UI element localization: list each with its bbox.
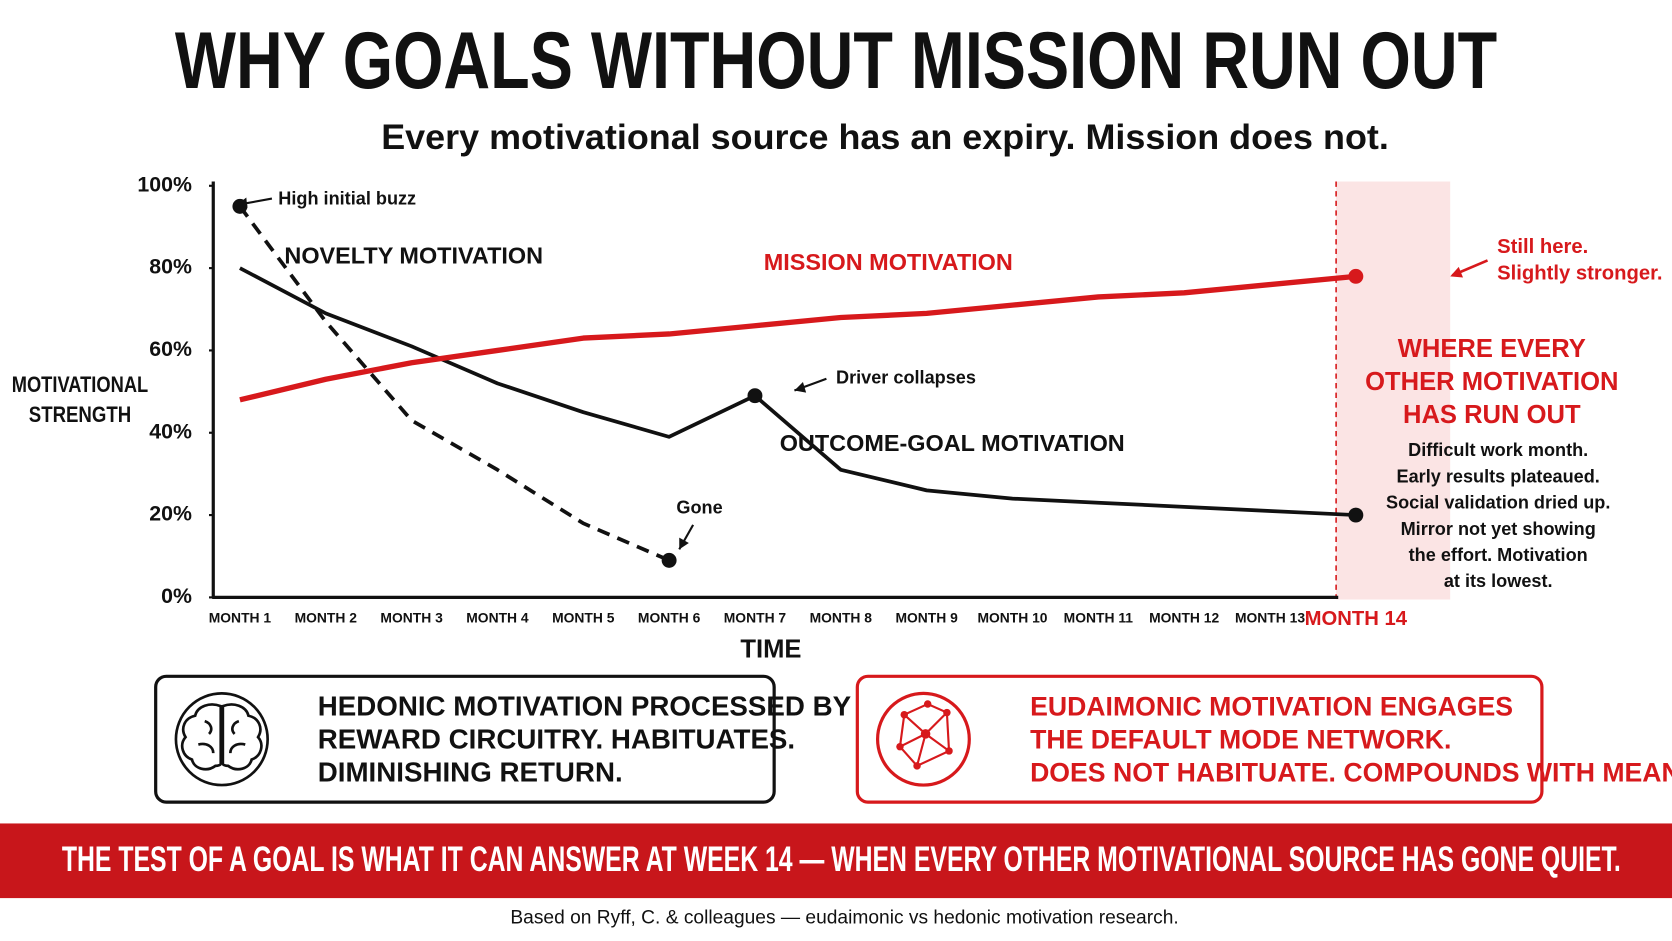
point bbox=[747, 388, 763, 404]
zone-note: at its lowest. bbox=[1444, 571, 1553, 591]
panel-text: EUDAIMONIC MOTIVATION ENGAGES bbox=[1030, 691, 1513, 721]
zone-notes: WHERE EVERY OTHER MOTIVATION HAS RUN OUT Di… bbox=[1365, 335, 1618, 591]
series-label: MISSION MOTIVATION bbox=[764, 249, 1013, 275]
footnote: Based on Ryff, C. & colleagues — eudaimo… bbox=[510, 907, 1178, 928]
y-tick-label: 20% bbox=[149, 502, 192, 526]
series-label: OUTCOME-GOAL MOTIVATION bbox=[780, 430, 1125, 456]
point bbox=[661, 552, 677, 568]
annotation: Driver collapses bbox=[836, 368, 976, 388]
panel-text: DOES NOT HABITUATE. COMPOUNDS WITH MEANI… bbox=[1030, 757, 1672, 787]
x-tick-label: MONTH 3 bbox=[380, 609, 443, 625]
x-tick-label: MONTH 8 bbox=[810, 609, 873, 625]
x-tick-label: MONTH 7 bbox=[724, 609, 787, 625]
brain-icon bbox=[174, 692, 269, 787]
zone-title: HAS RUN OUT bbox=[1403, 401, 1581, 429]
x-tick-label: MONTH 4 bbox=[466, 609, 529, 625]
panel-text: REWARD CIRCUITRY. HABITUATES. bbox=[318, 724, 795, 755]
annotation: Still here. bbox=[1497, 236, 1588, 258]
x-tick-label: MONTH 6 bbox=[638, 609, 701, 625]
series-label: NOVELTY MOTIVATION bbox=[284, 242, 543, 268]
eudaimonic-panel bbox=[855, 674, 1544, 804]
series-line bbox=[239, 266, 1356, 517]
y-tick-label: 40% bbox=[149, 419, 192, 443]
x-tick-label: MONTH 9 bbox=[895, 609, 958, 625]
arrowhead bbox=[794, 381, 807, 393]
arrowhead bbox=[679, 537, 689, 550]
zone-note: Social validation dried up. bbox=[1386, 493, 1610, 513]
y-tick-label: 80% bbox=[149, 255, 192, 279]
subtitle: Every motivational source has an expiry.… bbox=[381, 118, 1389, 157]
x-tick-label: MONTH 11 bbox=[1064, 609, 1134, 625]
panel-text: THE DEFAULT MODE NETWORK. bbox=[1030, 724, 1451, 754]
banner bbox=[0, 823, 1672, 899]
annotation: High initial buzz bbox=[278, 188, 416, 208]
panel-text: HEDONIC MOTIVATION PROCESSED BY bbox=[318, 691, 852, 722]
annotation: Gone bbox=[676, 498, 722, 518]
zone-note: Mirror not yet showing bbox=[1401, 519, 1596, 539]
y-tick-label: 60% bbox=[149, 337, 192, 361]
x-tick-label: MONTH 13 bbox=[1235, 609, 1305, 625]
y-tick-label: 100% bbox=[137, 172, 192, 196]
x-tick-label: MONTH 2 bbox=[295, 609, 358, 625]
x-axis-label: TIME bbox=[740, 635, 801, 663]
point bbox=[1348, 268, 1364, 284]
title: WHY GOALS WITHOUT MISSION RUN OUT bbox=[175, 16, 1497, 106]
series-line bbox=[239, 273, 1357, 403]
zone-note: Difficult work month. bbox=[1408, 440, 1588, 460]
x-tick-label: MONTH 10 bbox=[977, 609, 1047, 625]
zone-title: WHERE EVERY bbox=[1398, 335, 1586, 363]
y-axis-label: MOTIVATIONAL bbox=[12, 372, 148, 397]
annotation: Slightly stronger. bbox=[1497, 263, 1662, 285]
zone-title: OTHER MOTIVATION bbox=[1365, 368, 1618, 396]
network-icon bbox=[875, 691, 971, 787]
x-tick-label: MONTH 5 bbox=[552, 609, 615, 625]
x-tick-label: MONTH 12 bbox=[1149, 609, 1219, 625]
series-line bbox=[238, 205, 670, 563]
x-tick-label: MONTH 1 bbox=[209, 609, 272, 625]
panel-text: DIMINISHING RETURN. bbox=[318, 757, 623, 788]
y-axis-label: STRENGTH bbox=[29, 402, 131, 427]
y-tick-label: 0% bbox=[161, 584, 192, 608]
highlight-zone bbox=[1336, 181, 1451, 600]
x-tick-label: MONTH 14 bbox=[1305, 608, 1408, 630]
point bbox=[1348, 507, 1364, 523]
hedonic-panel bbox=[154, 674, 776, 804]
banner-text: THE TEST OF A GOAL IS WHAT IT CAN ANSWER… bbox=[62, 840, 1621, 879]
zone-note: the effort. Motivation bbox=[1409, 545, 1588, 565]
zone-note: Early results plateaued. bbox=[1397, 466, 1600, 486]
point bbox=[232, 198, 248, 214]
